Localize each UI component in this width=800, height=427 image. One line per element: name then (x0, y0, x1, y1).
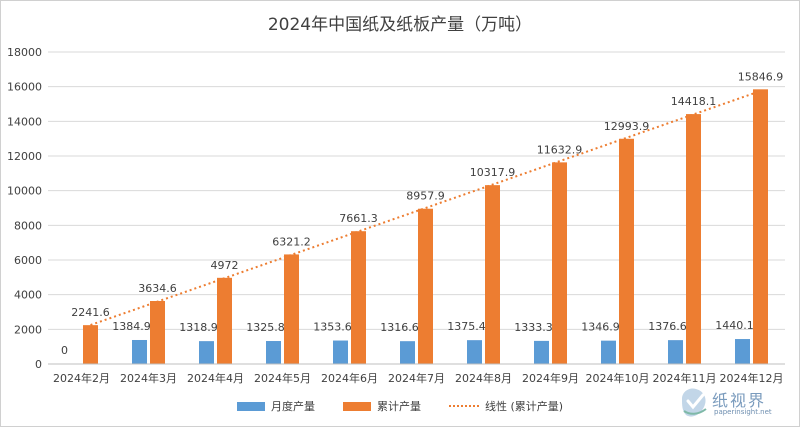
legend-item-cumulative: 累计产量 (342, 398, 421, 414)
bar-monthly (668, 340, 683, 364)
paper-insight-logo-icon (682, 388, 707, 417)
bar-monthly (333, 340, 348, 364)
bar-monthly (266, 341, 281, 364)
x-tick-label: 2024年3月 (120, 371, 177, 385)
bar-cumulative (150, 301, 165, 364)
data-label-cumulative: 7661.3 (339, 212, 378, 225)
data-label-cumulative: 8957.9 (406, 190, 445, 203)
legend: 月度产量 累计产量 线性 (累计产量) (0, 398, 800, 414)
data-label-monthly: 1353.6 (313, 321, 352, 334)
bar-monthly (467, 340, 482, 364)
y-tick-label: 6000 (14, 254, 42, 267)
watermark-logo: 纸视界 paperinsight.net (678, 385, 786, 423)
y-tick-label: 18000 (7, 46, 42, 59)
data-label-monthly: 1384.9 (112, 320, 151, 333)
y-tick-label: 0 (35, 358, 42, 371)
x-tick-label: 2024年10月 (586, 371, 650, 385)
bar-cumulative (284, 254, 299, 364)
bar-monthly (132, 339, 147, 364)
x-tick-label: 2024年2月 (53, 371, 110, 385)
legend-label-cumulative: 累计产量 (376, 400, 421, 413)
legend-label-trend: 线性 (累计产量) (484, 400, 564, 413)
data-label-cumulative: 4972 (211, 259, 239, 272)
y-tick-label: 4000 (14, 289, 42, 302)
data-label-cumulative: 6321.2 (272, 235, 311, 248)
data-label-monthly: 1376.6 (648, 320, 687, 333)
legend-swatch-trend (448, 405, 479, 407)
data-label-cumulative: 10317.9 (470, 166, 516, 179)
chart-title: 2024年中国纸及纸板产量（万吨） (267, 15, 533, 35)
legend-label-monthly: 月度产量 (270, 400, 315, 413)
bars (83, 89, 768, 364)
bar-cumulative (351, 231, 366, 364)
x-tick-label: 2024年12月 (720, 371, 784, 385)
bar-monthly (199, 341, 214, 364)
y-axis: 0 2000 4000 6000 8000 10000 12000 14000 16000 180… (7, 46, 42, 371)
x-tick-label: 2024年8月 (455, 371, 512, 385)
watermark-url: paperinsight.net (714, 408, 772, 416)
y-tick-label: 8000 (14, 219, 42, 232)
bar-monthly (601, 340, 616, 364)
data-label-monthly: 0 (61, 344, 68, 357)
data-label-monthly: 1346.9 (581, 321, 620, 334)
bar-cumulative (552, 162, 567, 364)
x-tick-label: 2024年5月 (254, 371, 311, 385)
bar-cumulative (83, 325, 98, 364)
bar-cumulative (619, 138, 634, 364)
bar-cumulative (217, 277, 232, 364)
legend-item-monthly: 月度产量 (236, 398, 315, 414)
x-tick-label: 2024年6月 (321, 371, 378, 385)
y-tick-label: 14000 (7, 115, 42, 128)
x-tick-label: 2024年9月 (522, 371, 579, 385)
legend-swatch-monthly (236, 401, 265, 411)
data-label-cumulative: 14418.1 (671, 95, 717, 108)
legend-item-trend: 线性 (累计产量) (448, 398, 564, 414)
data-label-cumulative: 15846.9 (738, 70, 784, 83)
bar-monthly (735, 339, 750, 364)
x-tick-label: 2024年11月 (653, 371, 717, 385)
legend-swatch-cumulative (342, 401, 371, 411)
data-label-monthly: 1440.1 (715, 319, 754, 332)
bar-cumulative (485, 185, 500, 364)
data-label-monthly: 1333.3 (514, 321, 553, 334)
trendline-path (90, 90, 761, 326)
bar-cumulative (418, 208, 433, 364)
data-label-cumulative: 3634.6 (138, 282, 177, 295)
y-tick-label: 12000 (7, 150, 42, 163)
x-axis: 2024年2月 2024年3月 2024年4月 2024年5月 2024年6月 2024年… (48, 363, 785, 385)
y-tick-label: 2000 (14, 323, 42, 336)
data-label-monthly: 1316.6 (380, 321, 419, 334)
watermark-name: 纸视界 (712, 391, 767, 410)
data-label-monthly: 1375.4 (447, 320, 486, 333)
trendline (90, 90, 761, 326)
x-tick-label: 2024年7月 (388, 371, 445, 385)
bar-cumulative (753, 89, 768, 364)
data-label-cumulative: 2241.6 (71, 306, 110, 319)
data-label-cumulative: 11632.9 (537, 143, 583, 156)
data-label-monthly: 1318.9 (179, 321, 218, 334)
data-label-monthly: 1325.8 (246, 321, 285, 334)
y-tick-label: 16000 (7, 81, 42, 94)
data-label-cumulative: 12993.9 (604, 120, 650, 133)
bar-monthly (534, 340, 549, 364)
bar-cumulative (686, 114, 701, 364)
y-tick-label: 10000 (7, 185, 42, 198)
gridlines (48, 51, 785, 365)
bar-monthly (400, 341, 415, 364)
x-tick-label: 2024年4月 (187, 371, 244, 385)
